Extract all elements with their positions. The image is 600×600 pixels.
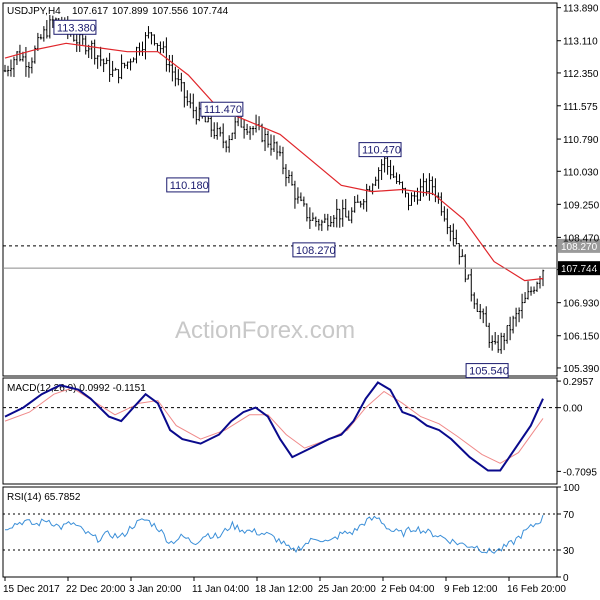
rsi-line: [5, 514, 544, 554]
macd-tick-label: 0.00: [563, 404, 583, 415]
annotation-label: 110.470: [362, 145, 401, 157]
x-tick-label: 15 Dec 2017: [3, 584, 60, 595]
annotation-box: [166, 177, 210, 193]
x-tick-label: 11 Jan 04:00: [192, 584, 250, 595]
price-tick-label: 113.890: [563, 4, 599, 15]
price-tick-label: 113.110: [563, 37, 598, 48]
price-tick-label: 109.250: [563, 200, 600, 211]
annotation-label: 113.380: [57, 22, 96, 34]
symbol-header: USDJPY,H4: [7, 6, 61, 17]
x-tick-label: 16 Feb 20:00: [507, 584, 566, 595]
annotation-box: [358, 142, 402, 158]
macd-panel: [2, 377, 558, 485]
x-tick-label: 9 Feb 12:00: [444, 584, 498, 595]
price-tick-label: 106.930: [563, 299, 600, 310]
rsi-layer: [3, 513, 557, 554]
annotation-box: [292, 242, 336, 258]
price-layer: 113.380 111.470 110.180 110.470 108.270 105.5…: [3, 14, 557, 379]
rsi-tick-label: 0: [563, 573, 569, 584]
ohlc-low: 107.556: [152, 6, 189, 17]
price-panel: [2, 2, 558, 377]
ohlc-open: 107.617: [72, 6, 109, 17]
x-tick-label: 18 Jan 12:00: [255, 584, 313, 595]
price-tick-label: 110.790: [563, 135, 599, 146]
rsi-label: RSI(14) 65.7852: [7, 492, 81, 503]
x-tick-label: 22 Dec 20:00: [66, 584, 126, 595]
moving-average-line: [4, 42, 544, 282]
annotation-label: 110.180: [170, 180, 209, 192]
annotation-box: [465, 363, 509, 379]
watermark: ActionForex.com: [175, 317, 355, 344]
macd-tick-label: 0.2957: [563, 377, 594, 388]
price-tick-label: 112.350: [563, 69, 599, 80]
annotation-box: [53, 19, 97, 35]
rsi-tick-label: 70: [563, 510, 575, 521]
macd-signal-line: [4, 387, 544, 464]
price-tick-label: 108.470: [563, 233, 600, 244]
annotation-label: 108.270: [296, 245, 336, 257]
annotation-box: [200, 101, 244, 117]
rsi-panel: [2, 486, 558, 578]
price-tick-label: 110.030: [563, 167, 599, 178]
price-tag-label: 107.744: [561, 264, 598, 275]
macd-layer: [3, 381, 557, 472]
price-tick-label: 106.150: [563, 332, 600, 343]
x-tick-label: 3 Jan 20:00: [129, 584, 182, 595]
rsi-tick-label: 100: [563, 483, 580, 494]
price-tick-label: 105.390: [563, 364, 600, 375]
annotation-label: 111.470: [204, 104, 242, 116]
macd-line: [4, 381, 544, 472]
price-tick-label: 107.710: [563, 266, 600, 277]
x-tick-label: 25 Jan 20:00: [318, 584, 376, 595]
ohlc-close: 107.744: [192, 6, 229, 17]
rsi-tick-label: 30: [563, 546, 575, 557]
axis-layer: 108.270 107.744 113.890 113.110 112.350 111.5…: [3, 4, 600, 595]
ohlc-high: 107.899: [112, 6, 149, 17]
price-tag-label: 108.270: [561, 242, 598, 253]
price-tag-box: [558, 261, 600, 276]
x-tick-label: 2 Feb 04:00: [381, 584, 435, 595]
annotation-label: 105.540: [469, 366, 509, 378]
price-tick-label: 111.575: [563, 102, 598, 113]
macd-tick-label: -0.7095: [563, 467, 597, 478]
price-tag-box: [558, 238, 600, 253]
